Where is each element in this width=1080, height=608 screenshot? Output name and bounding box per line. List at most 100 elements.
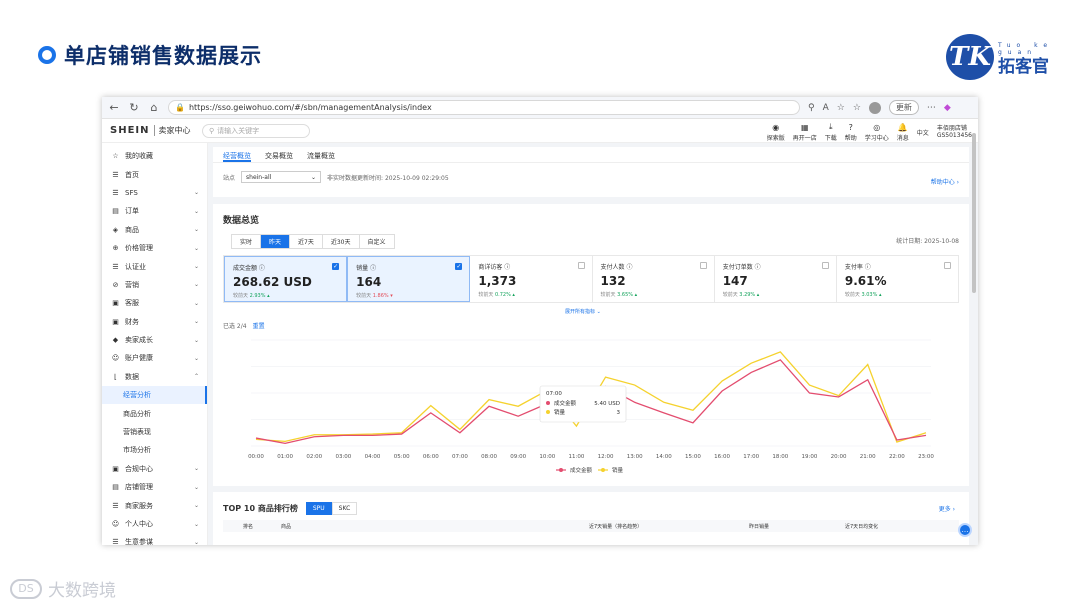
- copilot-icon[interactable]: ◆: [943, 102, 951, 113]
- sidebar-item-20[interactable]: ☺ 个人中心 ⌄: [102, 515, 207, 533]
- metric-checkbox[interactable]: [944, 262, 952, 269]
- page-scrollbar[interactable]: [972, 133, 976, 293]
- sidebar-item-6[interactable]: ☰ 认证业 ⌄: [102, 257, 207, 275]
- advisor-icon: ☰: [112, 538, 119, 545]
- language-select[interactable]: 中文: [916, 129, 929, 137]
- sidebar-item-19[interactable]: ☰ 商家服务 ⌄: [102, 496, 207, 514]
- metric-checkbox[interactable]: [821, 262, 829, 269]
- sidebar-item-14[interactable]: 商品分析: [102, 404, 207, 422]
- read-aloud-icon[interactable]: A: [822, 102, 829, 113]
- zoom-icon[interactable]: ⚲: [808, 102, 815, 113]
- x-tick-label: 05:00: [394, 454, 410, 460]
- sidebar-item-3[interactable]: ▤ 订单 ⌄: [102, 202, 207, 220]
- info-icon: ⓘ: [624, 264, 633, 271]
- period-2[interactable]: 近7天: [290, 235, 323, 248]
- address-bar[interactable]: 🔒 https://sso.geiwohuo.com/#/sbn/managem…: [168, 100, 800, 115]
- period-4[interactable]: 自定义: [367, 239, 386, 246]
- reset-link[interactable]: 重置: [252, 323, 265, 330]
- sidebar-item-2[interactable]: ☰ SFS ⌄: [102, 184, 207, 202]
- site-select[interactable]: shein-all ⌄: [241, 171, 322, 183]
- expand-metrics-link[interactable]: 展开所有指标 ⌄: [565, 309, 601, 315]
- sidebar-item-1[interactable]: ☰ 首页: [102, 165, 207, 183]
- home-icon: ☰: [112, 170, 119, 179]
- metric-checkbox[interactable]: ✓: [455, 263, 463, 270]
- sidebar-item-0[interactable]: ☆ 我的收藏: [102, 147, 207, 165]
- shein-logo[interactable]: SHEIN: [110, 125, 150, 136]
- metric-card-2[interactable]: 商详访客 ⓘ 1,373 较前天 0.72% ▴: [470, 256, 593, 302]
- favorite-icon[interactable]: ☆: [836, 102, 845, 113]
- sidebar-item-8[interactable]: ▣ 客服 ⌄: [102, 294, 207, 312]
- period-0[interactable]: 实时: [232, 235, 262, 248]
- period-1[interactable]: 昨天: [261, 235, 291, 248]
- sidebar-item-11[interactable]: ☺ 账户健康 ⌄: [102, 349, 207, 367]
- metric-checkbox[interactable]: ✓: [332, 263, 340, 270]
- search-input[interactable]: ⚲ 请输入关键字: [202, 124, 310, 138]
- sidebar-item-12[interactable]: ⌊ 数据 ⌃: [102, 368, 207, 386]
- sidebar-item-label: 经营分析: [123, 391, 151, 400]
- metric-card-0[interactable]: 成交金额 ⓘ 268.62 USD 较前天 2.93% ▴ ✓: [224, 256, 348, 302]
- footer-brand: DS 大数跨境: [10, 576, 116, 601]
- metric-card-4[interactable]: 支付订单数 ⓘ 147 较前天 3.29% ▴: [715, 256, 837, 302]
- sidebar-item-17[interactable]: ▣ 合规中心 ⌄: [102, 460, 207, 478]
- x-tick-label: 12:00: [598, 454, 614, 460]
- comparison-value: 3.65%: [617, 292, 634, 298]
- download-icon: ⤓: [828, 122, 833, 131]
- metric-card-3[interactable]: 支付人数 ⓘ 132 较前天 3.65% ▴: [593, 256, 715, 302]
- header-tool-2[interactable]: ⤓ 下载: [825, 122, 837, 142]
- shop-switcher[interactable]: 丰佰朋店铺 GS5013456: [937, 125, 972, 139]
- header-tool-0[interactable]: ◉ 探索版: [767, 123, 785, 142]
- footer-logo-icon: DS: [10, 578, 42, 599]
- info-icon: ⓘ: [862, 264, 871, 271]
- sidebar-item-10[interactable]: ◆ 卖家成长 ⌄: [102, 331, 207, 349]
- metric-card-1[interactable]: 销量 ⓘ 164 较前天 1.86% ▾ ✓: [347, 256, 471, 302]
- refresh-icon[interactable]: ↻: [129, 101, 139, 114]
- more-icon[interactable]: ⋯: [926, 102, 936, 113]
- header-tool-3[interactable]: ? 帮助: [845, 123, 857, 142]
- sidebar-item-7[interactable]: ⊘ 营销 ⌄: [102, 276, 207, 294]
- bell-icon: 🔔: [897, 122, 908, 132]
- sidebar-item-21[interactable]: ☰ 生意参谋 ⌄: [102, 533, 207, 545]
- store-icon: ▤: [112, 483, 119, 492]
- header-tool-1[interactable]: ▦ 再开一店: [793, 123, 817, 142]
- home-icon[interactable]: ⌂: [150, 101, 158, 114]
- metric-checkbox[interactable]: [699, 262, 707, 269]
- sidebar-item-15[interactable]: 营销表现: [102, 423, 207, 441]
- more-link[interactable]: 更多 ›: [938, 506, 955, 513]
- sidebar-item-4[interactable]: ◈ 商品 ⌄: [102, 221, 207, 239]
- tab-1[interactable]: 交易概览: [265, 152, 293, 160]
- header-tool-5[interactable]: 🔔 消息: [897, 123, 909, 142]
- metric-checkbox[interactable]: [577, 262, 585, 269]
- tabs-card: 经营概览 交易概览 流量概览 站点 shein-all ⌄ 非实时数据更新时间: 20…: [213, 147, 969, 197]
- tab-0[interactable]: 经营概览: [223, 152, 251, 162]
- sidebar-item-9[interactable]: ▣ 财务 ⌄: [102, 313, 207, 331]
- tooltip-time: 07:00: [546, 391, 562, 397]
- service-icon: ▣: [112, 299, 119, 308]
- metric-value: 1,373: [478, 274, 517, 288]
- sidebar-item-16[interactable]: 市场分析: [102, 441, 207, 459]
- health-icon: ☺: [111, 354, 120, 363]
- cert-icon: ☰: [112, 262, 119, 271]
- sidebar-item-5[interactable]: ⊕ 价格管理 ⌄: [102, 239, 207, 257]
- metric-label-text: 支付率: [844, 264, 863, 271]
- x-tick-label: 11:00: [569, 454, 585, 460]
- sidebar-item-label: 营销表现: [123, 428, 151, 437]
- browser-window: ← ↻ ⌂ 🔒 https://sso.geiwohuo.com/#/sbn/m…: [102, 97, 978, 545]
- update-button[interactable]: 更新: [888, 100, 919, 115]
- tab-2[interactable]: 流量概览: [307, 152, 335, 160]
- collections-icon[interactable]: ☆: [852, 102, 861, 113]
- help-center-link[interactable]: 帮助中心 ›: [930, 179, 959, 186]
- spu-toggle[interactable]: SPU: [305, 502, 332, 515]
- x-tick-label: 02:00: [306, 454, 322, 460]
- period-3[interactable]: 近30天: [323, 235, 360, 248]
- sidebar-item-13[interactable]: 经营分析: [102, 386, 207, 405]
- back-icon[interactable]: ←: [109, 101, 119, 114]
- chat-fab-icon[interactable]: …: [958, 523, 972, 537]
- data-overview-card: 数据总览 实时 昨天 近7天 近30天 自定义 统计日期: 2025-10-08 成交金…: [213, 204, 969, 486]
- profile-avatar[interactable]: [868, 101, 881, 114]
- sidebar-item-18[interactable]: ▤ 店铺管理 ⌄: [102, 478, 207, 496]
- metric-label: 支付人数 ⓘ: [601, 262, 706, 271]
- header-tool-4[interactable]: ◎ 学习中心: [865, 123, 889, 142]
- skc-toggle[interactable]: SKC: [331, 502, 358, 515]
- metric-card-5[interactable]: 支付率 ⓘ 9.61% 较前天 3.03% ▴: [837, 256, 958, 302]
- sidebar-item-label: 认证业: [125, 262, 146, 271]
